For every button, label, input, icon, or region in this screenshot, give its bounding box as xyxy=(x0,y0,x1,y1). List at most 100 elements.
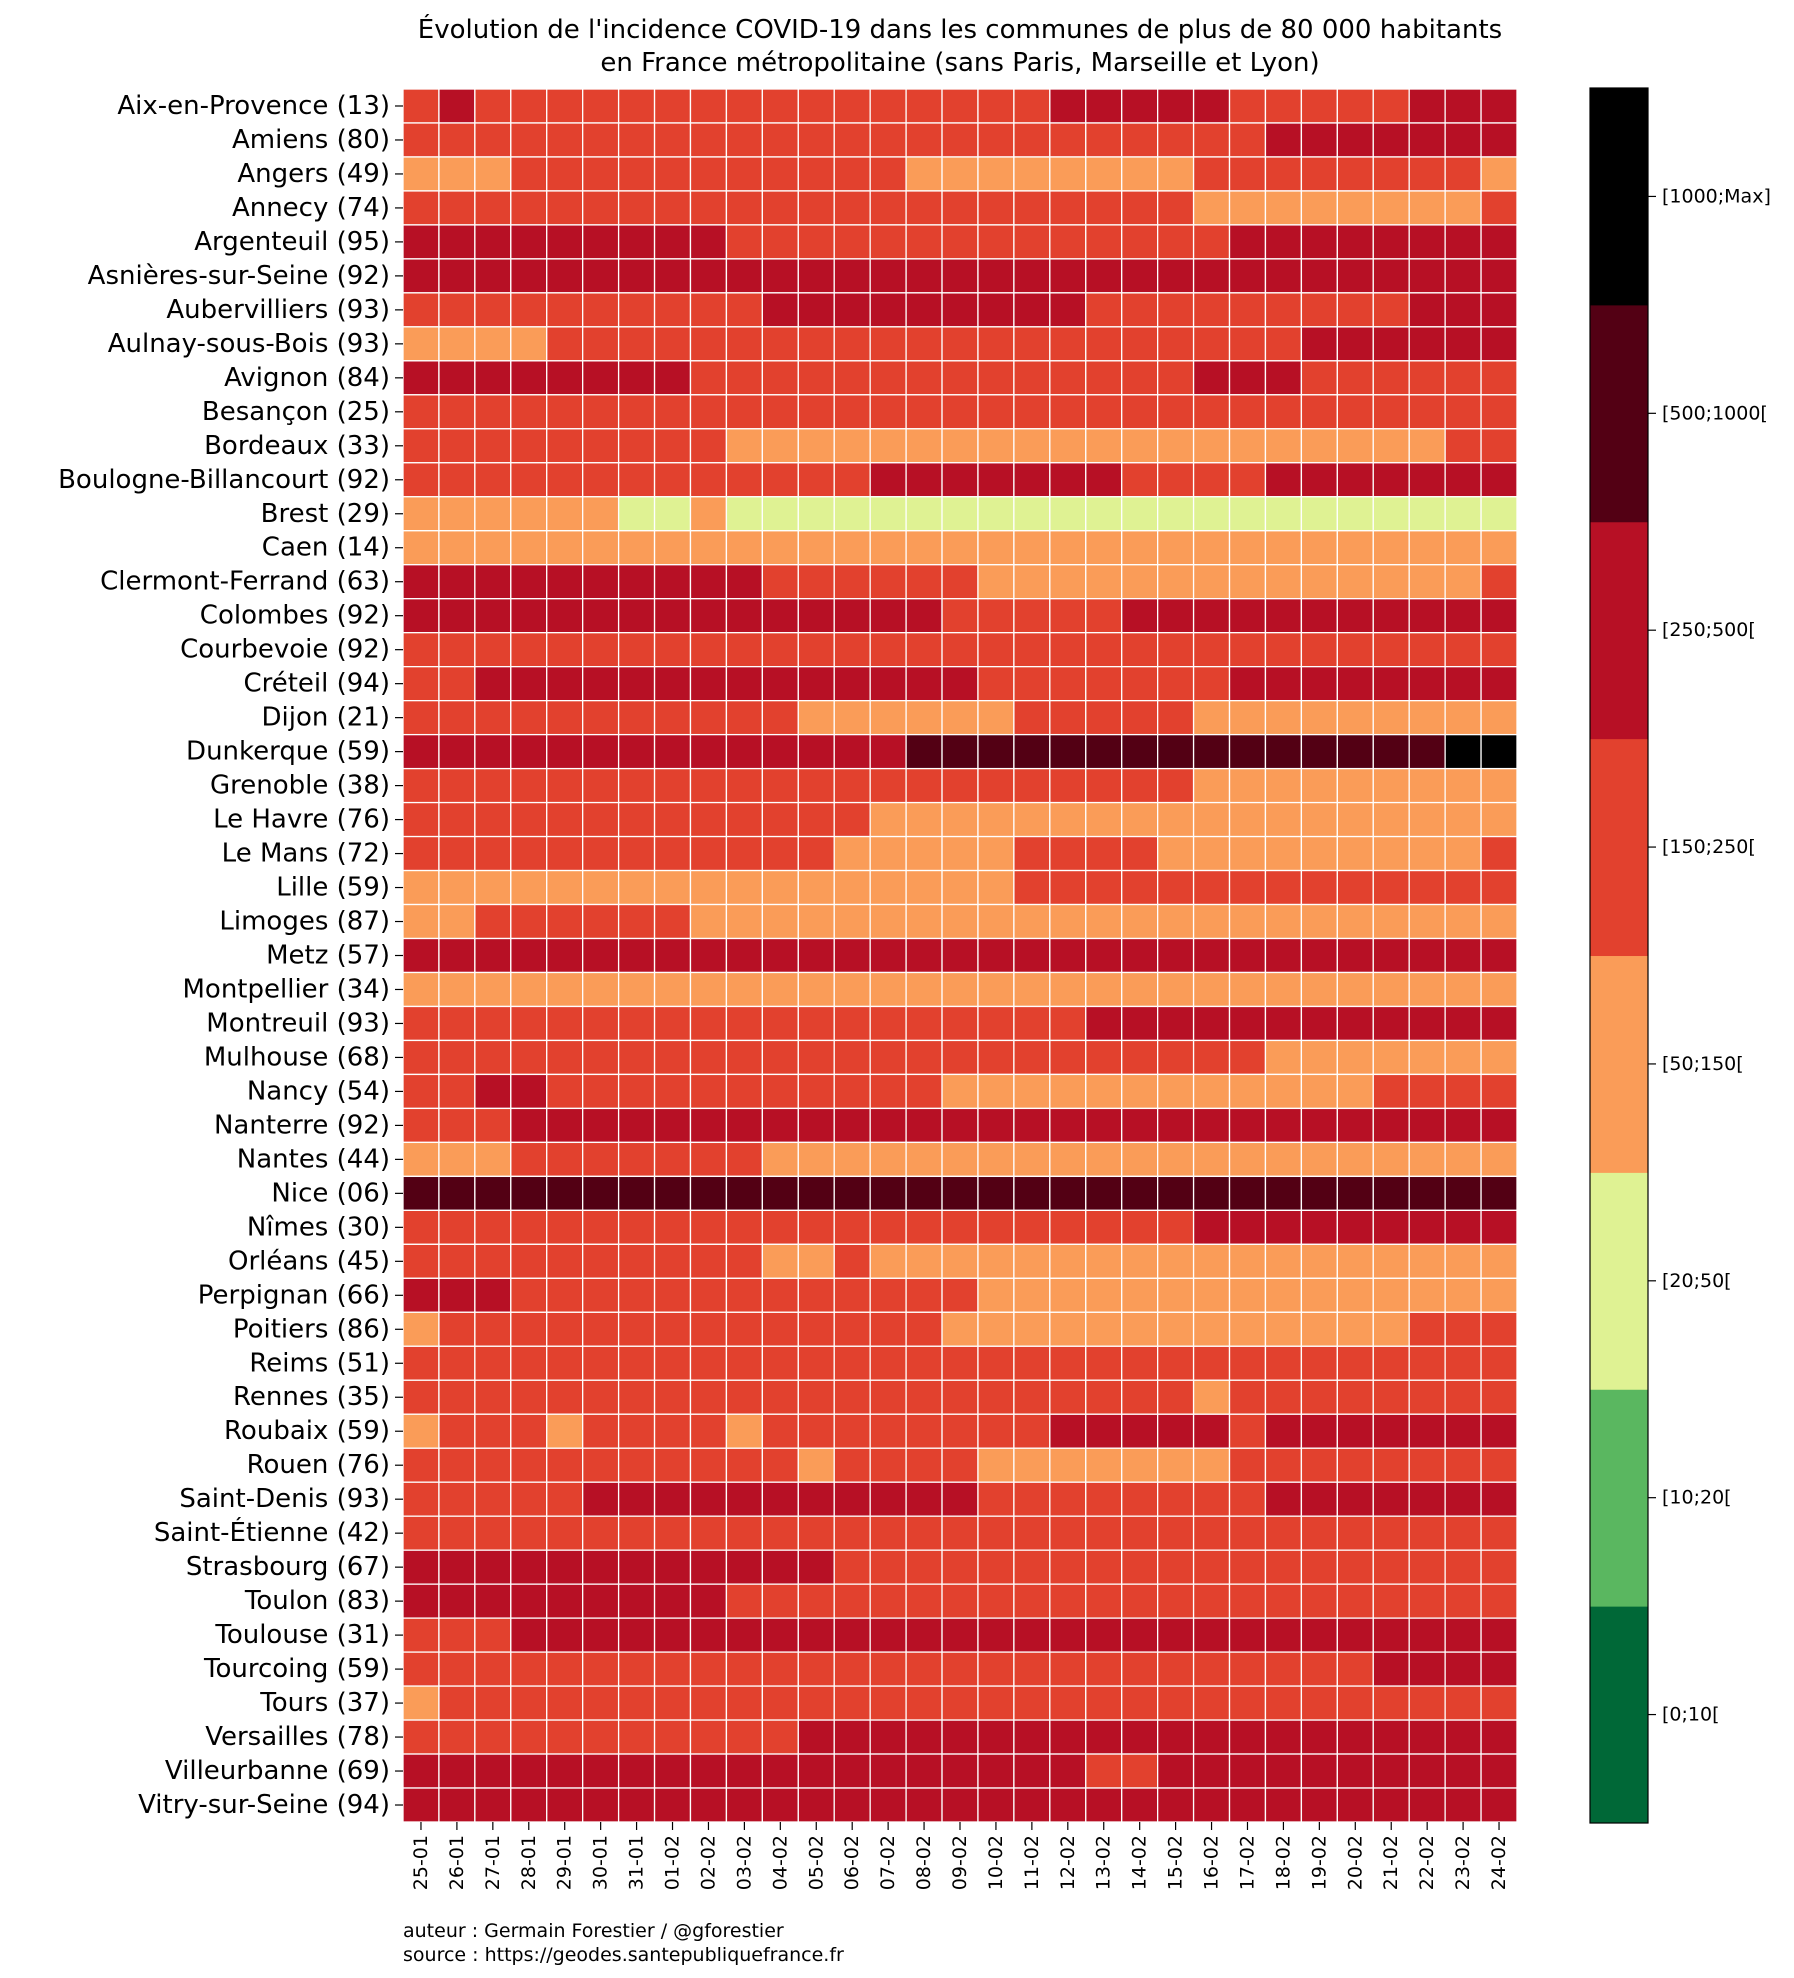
heatmap-cell xyxy=(941,1209,979,1245)
heatmap-cell xyxy=(725,1719,764,1755)
heatmap-cell xyxy=(905,224,943,260)
y-tick-label: Vitry-sur-Seine (94) xyxy=(138,1790,390,1820)
heatmap-cell xyxy=(617,1209,656,1245)
credits: auteur : Germain Forestier / @gforestier… xyxy=(403,1919,844,1967)
heatmap-cell xyxy=(474,1719,512,1755)
heatmap-cell xyxy=(1372,530,1410,566)
heatmap-cell xyxy=(869,903,907,940)
heatmap-cell xyxy=(1480,801,1518,838)
heatmap-cell xyxy=(797,1413,835,1449)
heatmap-cell xyxy=(977,1753,1015,1789)
heatmap-cell xyxy=(1444,1175,1482,1211)
heatmap-cell xyxy=(1480,1311,1518,1347)
heatmap-cell xyxy=(1157,869,1195,906)
heatmap-cell xyxy=(402,496,440,532)
heatmap-cell xyxy=(761,1685,799,1721)
heatmap-cell xyxy=(725,88,764,124)
heatmap-cell xyxy=(1444,1107,1482,1144)
heatmap-cell xyxy=(977,1243,1015,1279)
heatmap-cell xyxy=(1013,360,1051,396)
heatmap-cell xyxy=(510,258,548,294)
heatmap-cell xyxy=(653,1651,692,1687)
heatmap-cell xyxy=(1264,1073,1303,1110)
heatmap-cell xyxy=(797,496,835,532)
heatmap-cell xyxy=(797,1753,835,1789)
heatmap-cell xyxy=(1300,700,1338,736)
heatmap-cell xyxy=(1408,1651,1446,1687)
heatmap-cell xyxy=(1121,88,1159,124)
heatmap-cell xyxy=(905,1617,943,1653)
heatmap-cell xyxy=(1444,88,1482,124)
heatmap-cell xyxy=(1157,1719,1195,1755)
heatmap-cell xyxy=(869,1073,907,1110)
heatmap-cell xyxy=(617,1005,656,1042)
heatmap-cell xyxy=(1372,156,1410,192)
heatmap-cell xyxy=(653,1311,692,1347)
heatmap-cell xyxy=(438,767,476,804)
heatmap-cell xyxy=(689,1209,728,1245)
heatmap-cell xyxy=(1049,1685,1087,1721)
heatmap-cell xyxy=(1157,1005,1195,1042)
heatmap-cell xyxy=(1372,1685,1410,1721)
heatmap-cell xyxy=(977,1107,1015,1144)
heatmap-cell xyxy=(1336,903,1374,940)
heatmap-cell xyxy=(689,1073,728,1110)
heatmap-cell xyxy=(1480,156,1518,192)
heatmap-cell xyxy=(653,1345,692,1381)
heatmap-cell xyxy=(1228,801,1267,838)
heatmap-cell xyxy=(653,1209,692,1245)
y-tick-label: Bordeaux (33) xyxy=(204,431,390,461)
heatmap-cell xyxy=(1049,1787,1087,1823)
heatmap-cell xyxy=(653,1481,692,1517)
heatmap-cell xyxy=(1049,869,1087,906)
heatmap-cell xyxy=(1372,122,1410,158)
heatmap-cell xyxy=(1408,835,1446,872)
heatmap-cell xyxy=(689,632,728,668)
heatmap-cell xyxy=(438,1175,476,1211)
heatmap-cell xyxy=(1085,1039,1123,1076)
heatmap-cell xyxy=(1372,869,1410,906)
heatmap-cell xyxy=(402,326,440,362)
heatmap-cell xyxy=(833,1515,871,1551)
heatmap-cell xyxy=(833,1277,871,1313)
heatmap-cell xyxy=(1085,801,1123,838)
heatmap-cell xyxy=(833,530,871,566)
heatmap-cell xyxy=(941,632,979,668)
heatmap-cell xyxy=(1049,632,1087,668)
heatmap-cell xyxy=(653,835,692,872)
heatmap-cell xyxy=(1444,598,1482,634)
heatmap-cell xyxy=(1121,700,1159,736)
heatmap-cell xyxy=(725,1685,764,1721)
heatmap-cell xyxy=(1013,1413,1051,1449)
heatmap-cell xyxy=(1264,971,1303,1008)
heatmap-cell xyxy=(689,1515,728,1551)
y-tick-label: Grenoble (38) xyxy=(210,771,390,801)
heatmap-cell xyxy=(761,292,799,328)
heatmap-cell xyxy=(941,733,979,770)
heatmap-cell xyxy=(797,1345,835,1381)
heatmap-cell xyxy=(1121,1209,1159,1245)
heatmap-cell xyxy=(1372,1753,1410,1789)
heatmap-cell xyxy=(617,632,656,668)
heatmap-cell xyxy=(1264,733,1303,770)
heatmap-cell xyxy=(797,1141,835,1178)
heatmap-cell xyxy=(1480,1073,1518,1110)
heatmap-cell xyxy=(1121,971,1159,1008)
heatmap-cell xyxy=(653,1073,692,1110)
heatmap-cell xyxy=(1480,428,1518,464)
y-tick-label: Perpignan (66) xyxy=(198,1280,390,1310)
heatmap-cell xyxy=(1408,1005,1446,1042)
x-tick-label: 20-02 xyxy=(1344,1835,1366,1890)
heatmap-cell xyxy=(689,903,728,940)
heatmap-cell xyxy=(1228,394,1267,430)
heatmap-cell xyxy=(1049,122,1087,158)
heatmap-cell xyxy=(725,1175,764,1211)
heatmap-cell xyxy=(1049,1583,1087,1619)
heatmap-cell xyxy=(1228,1685,1267,1721)
heatmap-cell xyxy=(977,666,1015,702)
heatmap-cell xyxy=(474,1311,512,1347)
heatmap-cell xyxy=(869,1583,907,1619)
heatmap-cell xyxy=(1157,326,1195,362)
y-tick-label: Orléans (45) xyxy=(228,1246,390,1276)
heatmap-cell xyxy=(1264,122,1303,158)
